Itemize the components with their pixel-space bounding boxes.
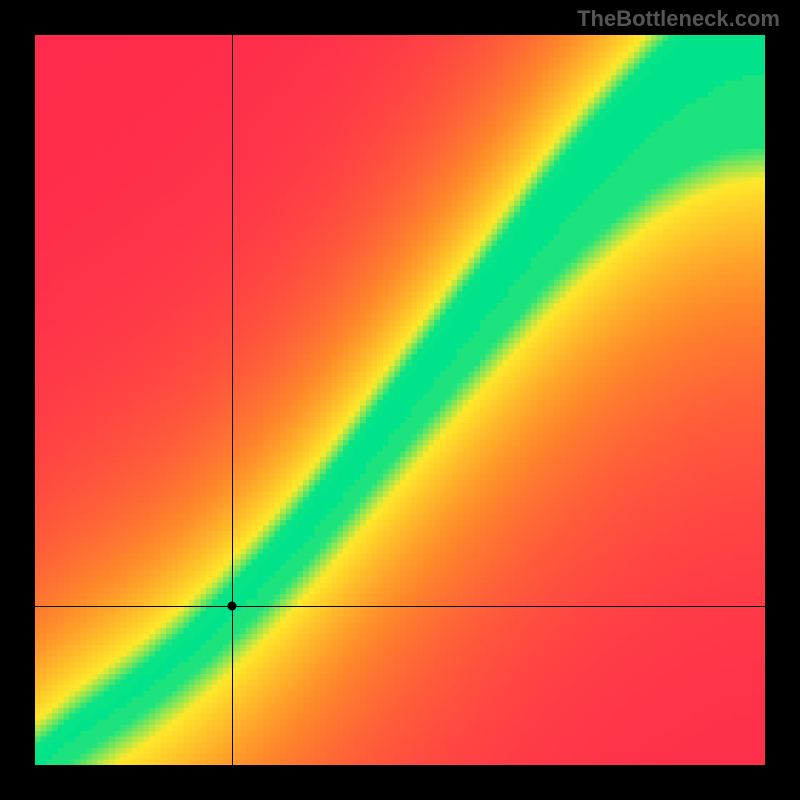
crosshair-vertical (232, 35, 233, 765)
crosshair-marker (228, 601, 237, 610)
watermark-text: TheBottleneck.com (577, 6, 780, 32)
crosshair-horizontal (35, 606, 765, 607)
chart-frame: TheBottleneck.com (0, 0, 800, 800)
heatmap-canvas (35, 35, 765, 765)
plot-area (35, 35, 765, 765)
